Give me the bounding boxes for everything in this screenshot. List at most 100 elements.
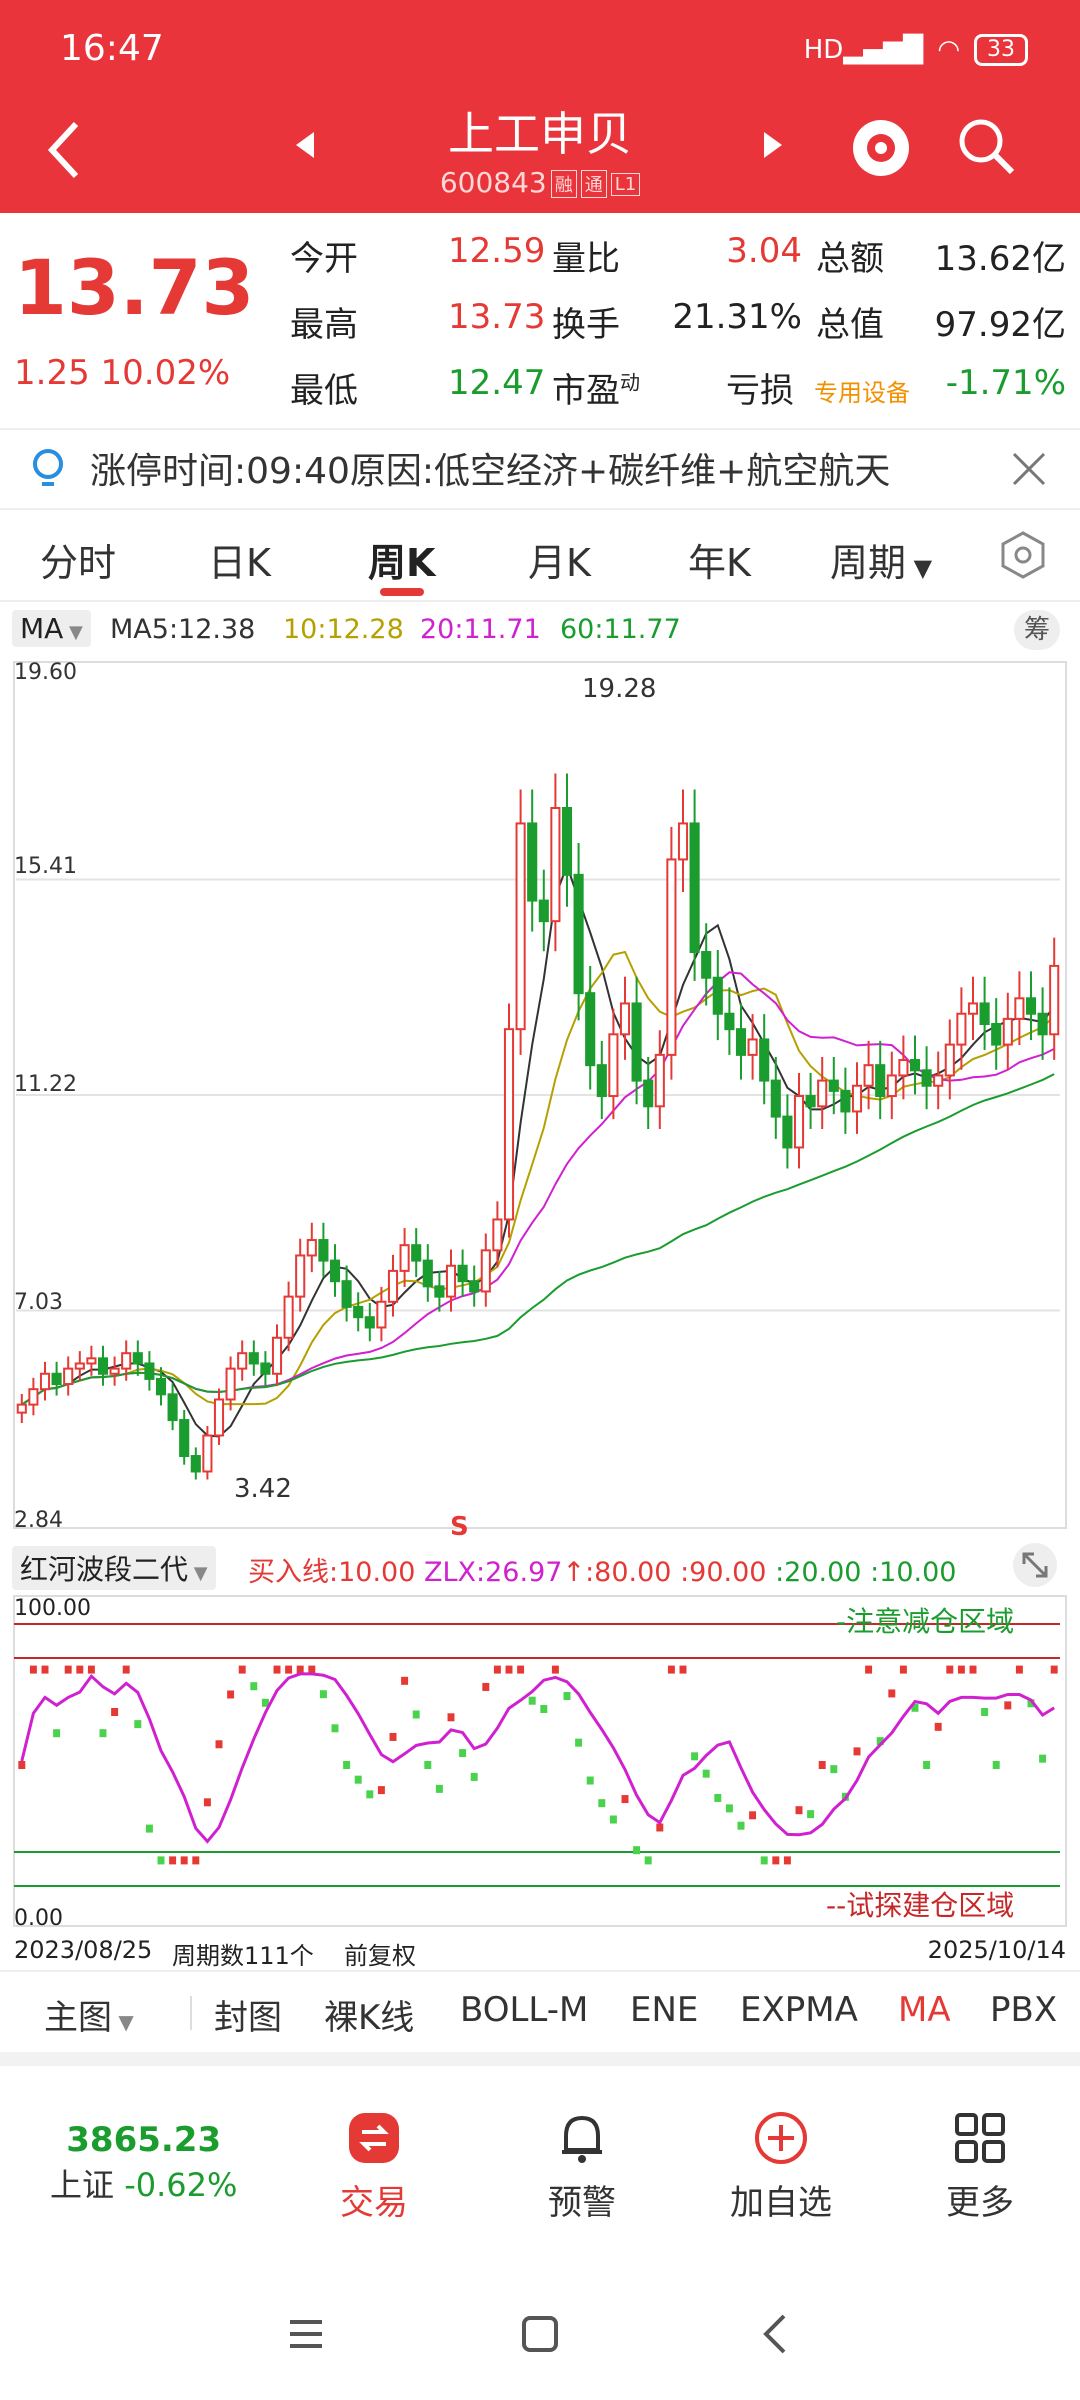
mascot-icon[interactable] — [848, 108, 914, 182]
candle-body — [329, 1259, 341, 1283]
indicator-bar — [1039, 1754, 1047, 1763]
param-buy: 买入线:10.00 — [248, 1557, 416, 1588]
indicator-name: 红河波段二代 — [20, 1553, 189, 1586]
indicator-bar — [969, 1665, 977, 1674]
candle-body — [306, 1239, 317, 1257]
ma-selector[interactable]: MA ▼ — [12, 610, 91, 647]
ma-lines — [21, 862, 1056, 1438]
indicator-bar — [551, 1665, 559, 1674]
nav-boll-m[interactable]: BOLL-M — [460, 1990, 589, 2030]
industry-change: -1.71% — [945, 363, 1066, 403]
indicator-bar — [737, 1821, 745, 1830]
search-icon[interactable] — [956, 116, 1016, 176]
indicator-chart[interactable] — [0, 1594, 1080, 1934]
candle-body — [967, 1002, 979, 1015]
industry-label[interactable]: 专用设备 — [814, 379, 910, 407]
candle-body — [1037, 1012, 1048, 1036]
nav-naked-k[interactable]: 裸K线 — [324, 1998, 415, 2038]
indicator-bar — [389, 1732, 397, 1741]
upper-zone-label: -注意减仓区域 — [836, 1605, 1015, 1638]
change-percent: 10.02% — [100, 353, 231, 393]
pe-label: 市盈 — [552, 371, 620, 411]
dock-alert[interactable]: 预警 — [548, 2110, 616, 2224]
tab-weekly[interactable]: 周K — [368, 541, 436, 585]
quote-label: 总额 — [816, 239, 884, 279]
dropdown-icon: ▼ — [188, 1563, 208, 1584]
tag-margin: 融 — [550, 170, 577, 198]
back-icon[interactable] — [44, 118, 84, 182]
indicator-bar — [818, 1761, 826, 1769]
expand-icon[interactable] — [1012, 1542, 1058, 1588]
quote-label: 总值 — [816, 305, 884, 345]
tab-period[interactable]: 周期 ▼ — [830, 532, 932, 587]
dropdown-icon: ▼ — [906, 554, 933, 582]
quote-panel: 13.73 1.25 10.02% 今开 12.59 量比 3.04 总额 13… — [0, 213, 1080, 430]
nav-ene[interactable]: ENE — [630, 1990, 699, 2030]
indicator-bar — [366, 1790, 374, 1799]
candle-body — [689, 822, 700, 954]
nav-main-chart[interactable]: 主图 ▼ — [44, 1990, 134, 2039]
close-icon[interactable] — [1010, 450, 1048, 488]
candle-body — [793, 1095, 805, 1149]
quote-label: 市盈动 — [552, 363, 640, 412]
dock-add-watch[interactable]: 加自选 — [730, 2110, 832, 2224]
tag-level: L1 — [610, 172, 641, 196]
indicator-selector[interactable]: 红河波段二代 ▼ — [12, 1546, 216, 1590]
indicator-bar — [899, 1665, 907, 1674]
indicator-bar — [795, 1806, 803, 1815]
nav-seal-chart[interactable]: 封图 — [214, 1998, 282, 2038]
tab-monthly[interactable]: 月K — [528, 541, 591, 585]
indicator-bar — [772, 1856, 780, 1865]
dock-trade[interactable]: 交易 — [340, 2110, 408, 2224]
next-stock-icon[interactable] — [760, 130, 784, 160]
candle-body — [155, 1377, 167, 1396]
nav-pbx[interactable]: PBX — [990, 1990, 1058, 2030]
indicator-bar — [412, 1710, 420, 1719]
nav-expma[interactable]: EXPMA — [740, 1990, 858, 2030]
candle-body — [851, 1084, 863, 1113]
candle-body — [1049, 964, 1060, 1036]
candle-body — [97, 1357, 109, 1375]
quote-value: 21.31% — [672, 297, 802, 337]
price-axis-bottom: 2.84 — [14, 1508, 63, 1533]
dock-more[interactable]: 更多 — [946, 2110, 1014, 2224]
candle-body — [898, 1059, 909, 1077]
indicator-bar — [273, 1665, 281, 1674]
candle-body — [387, 1269, 399, 1303]
period-count: 周期数111个 — [172, 1942, 314, 1970]
bell-icon — [562, 2115, 602, 2163]
indicator-bar — [401, 1676, 409, 1685]
candle-body — [179, 1419, 190, 1458]
candles — [16, 773, 1060, 1480]
tab-daily[interactable]: 日K — [208, 541, 271, 585]
nav-ma[interactable]: MA — [898, 1990, 951, 2030]
price-axis-top: 19.60 — [14, 660, 77, 685]
tab-yearly[interactable]: 年K — [688, 541, 751, 585]
index-widget[interactable]: 3865.23 上证 -0.62% — [50, 2120, 237, 2206]
indicator-bar — [285, 1665, 293, 1674]
quote-label: 换手 — [552, 305, 620, 345]
indicator-bar — [644, 1856, 652, 1865]
candle-body — [213, 1398, 225, 1437]
limit-up-notice[interactable]: 涨停时间:09:40原因:低空经济+碳纤维+航空航天 — [0, 428, 1080, 510]
home-icon[interactable] — [520, 2314, 560, 2354]
kline-chart[interactable] — [0, 660, 1080, 1580]
candle-body — [422, 1259, 433, 1288]
prev-stock-icon[interactable] — [294, 130, 318, 160]
bulb-icon — [33, 449, 63, 486]
tab-period-label: 周期 — [830, 541, 907, 585]
adjust-mode[interactable]: 前复权 — [344, 1942, 416, 1970]
candle-body — [167, 1393, 178, 1422]
back-nav-icon[interactable] — [756, 2312, 796, 2356]
battery-icon: 33 — [974, 34, 1028, 66]
chip-distribution-button[interactable]: 筹 — [1014, 610, 1060, 650]
candle-body — [318, 1239, 329, 1262]
tab-intraday[interactable]: 分时 — [40, 541, 117, 585]
candle-body — [701, 951, 712, 979]
param-10: :10.00 — [870, 1557, 957, 1588]
menu-icon[interactable] — [286, 2314, 326, 2354]
candle-body — [944, 1043, 955, 1077]
settings-hex-icon[interactable] — [998, 530, 1048, 580]
indicator-bar — [99, 1729, 107, 1738]
indicator-bar — [459, 1749, 467, 1758]
